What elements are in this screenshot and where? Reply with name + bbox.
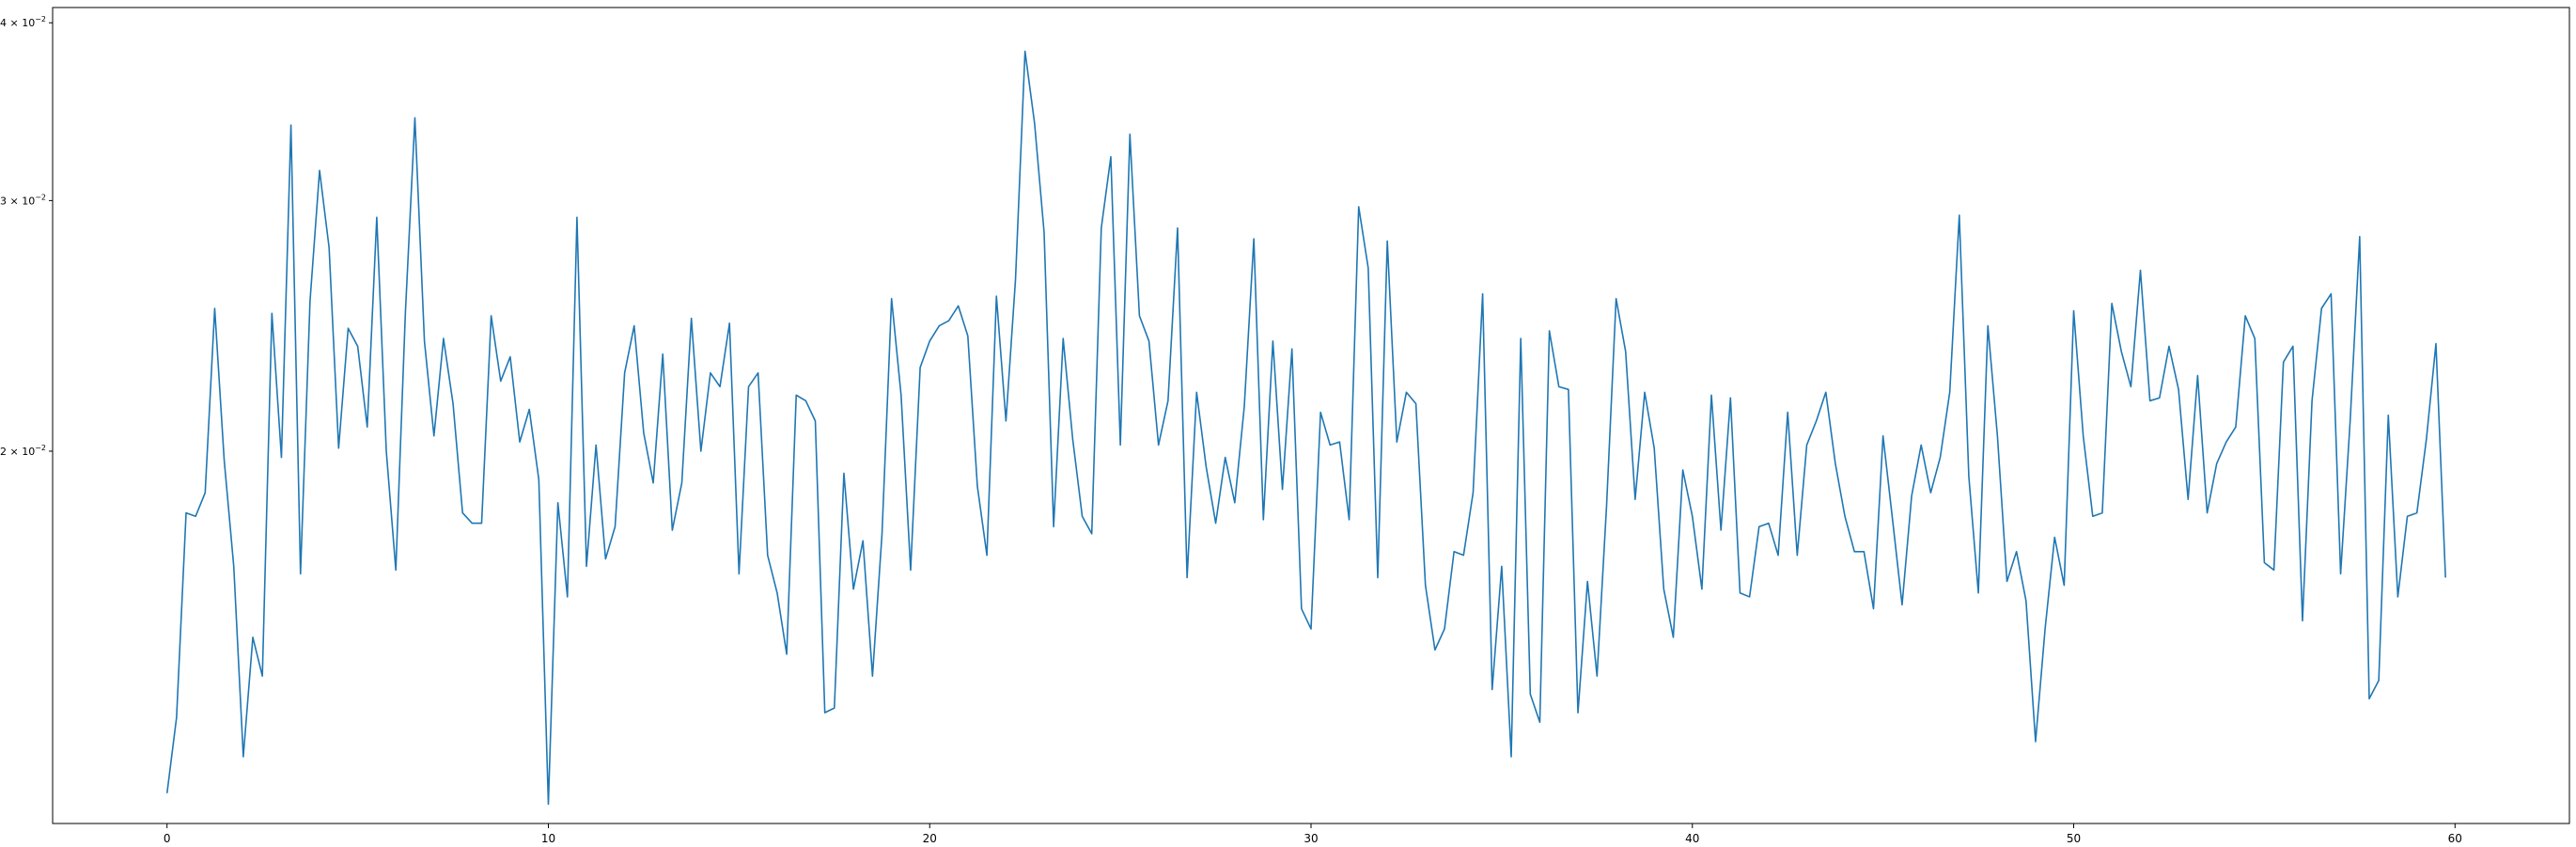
y-tick-label: 3 × 10−2 — [0, 193, 46, 207]
y-tick-label: 2 × 10−2 — [0, 444, 46, 458]
x-tick-label: 20 — [923, 832, 937, 845]
plot-area-background — [53, 8, 2569, 823]
x-tick-label: 50 — [2067, 832, 2081, 845]
x-tick-label: 40 — [1685, 832, 1699, 845]
x-tick-label: 0 — [164, 832, 171, 845]
x-tick-label: 30 — [1304, 832, 1318, 845]
y-tick-label: 4 × 10−2 — [0, 15, 46, 29]
data-series-line — [165, 50, 2446, 806]
x-tick-label: 60 — [2448, 832, 2462, 845]
x-tick-label: 10 — [541, 832, 555, 845]
x-axis-ticks: 0 10 20 30 40 50 60 — [164, 823, 2462, 845]
plot-area-frame — [52, 7, 2570, 824]
y-axis-ticks: 2 × 10−2 3 × 10−2 4 × 10−2 — [0, 15, 53, 458]
